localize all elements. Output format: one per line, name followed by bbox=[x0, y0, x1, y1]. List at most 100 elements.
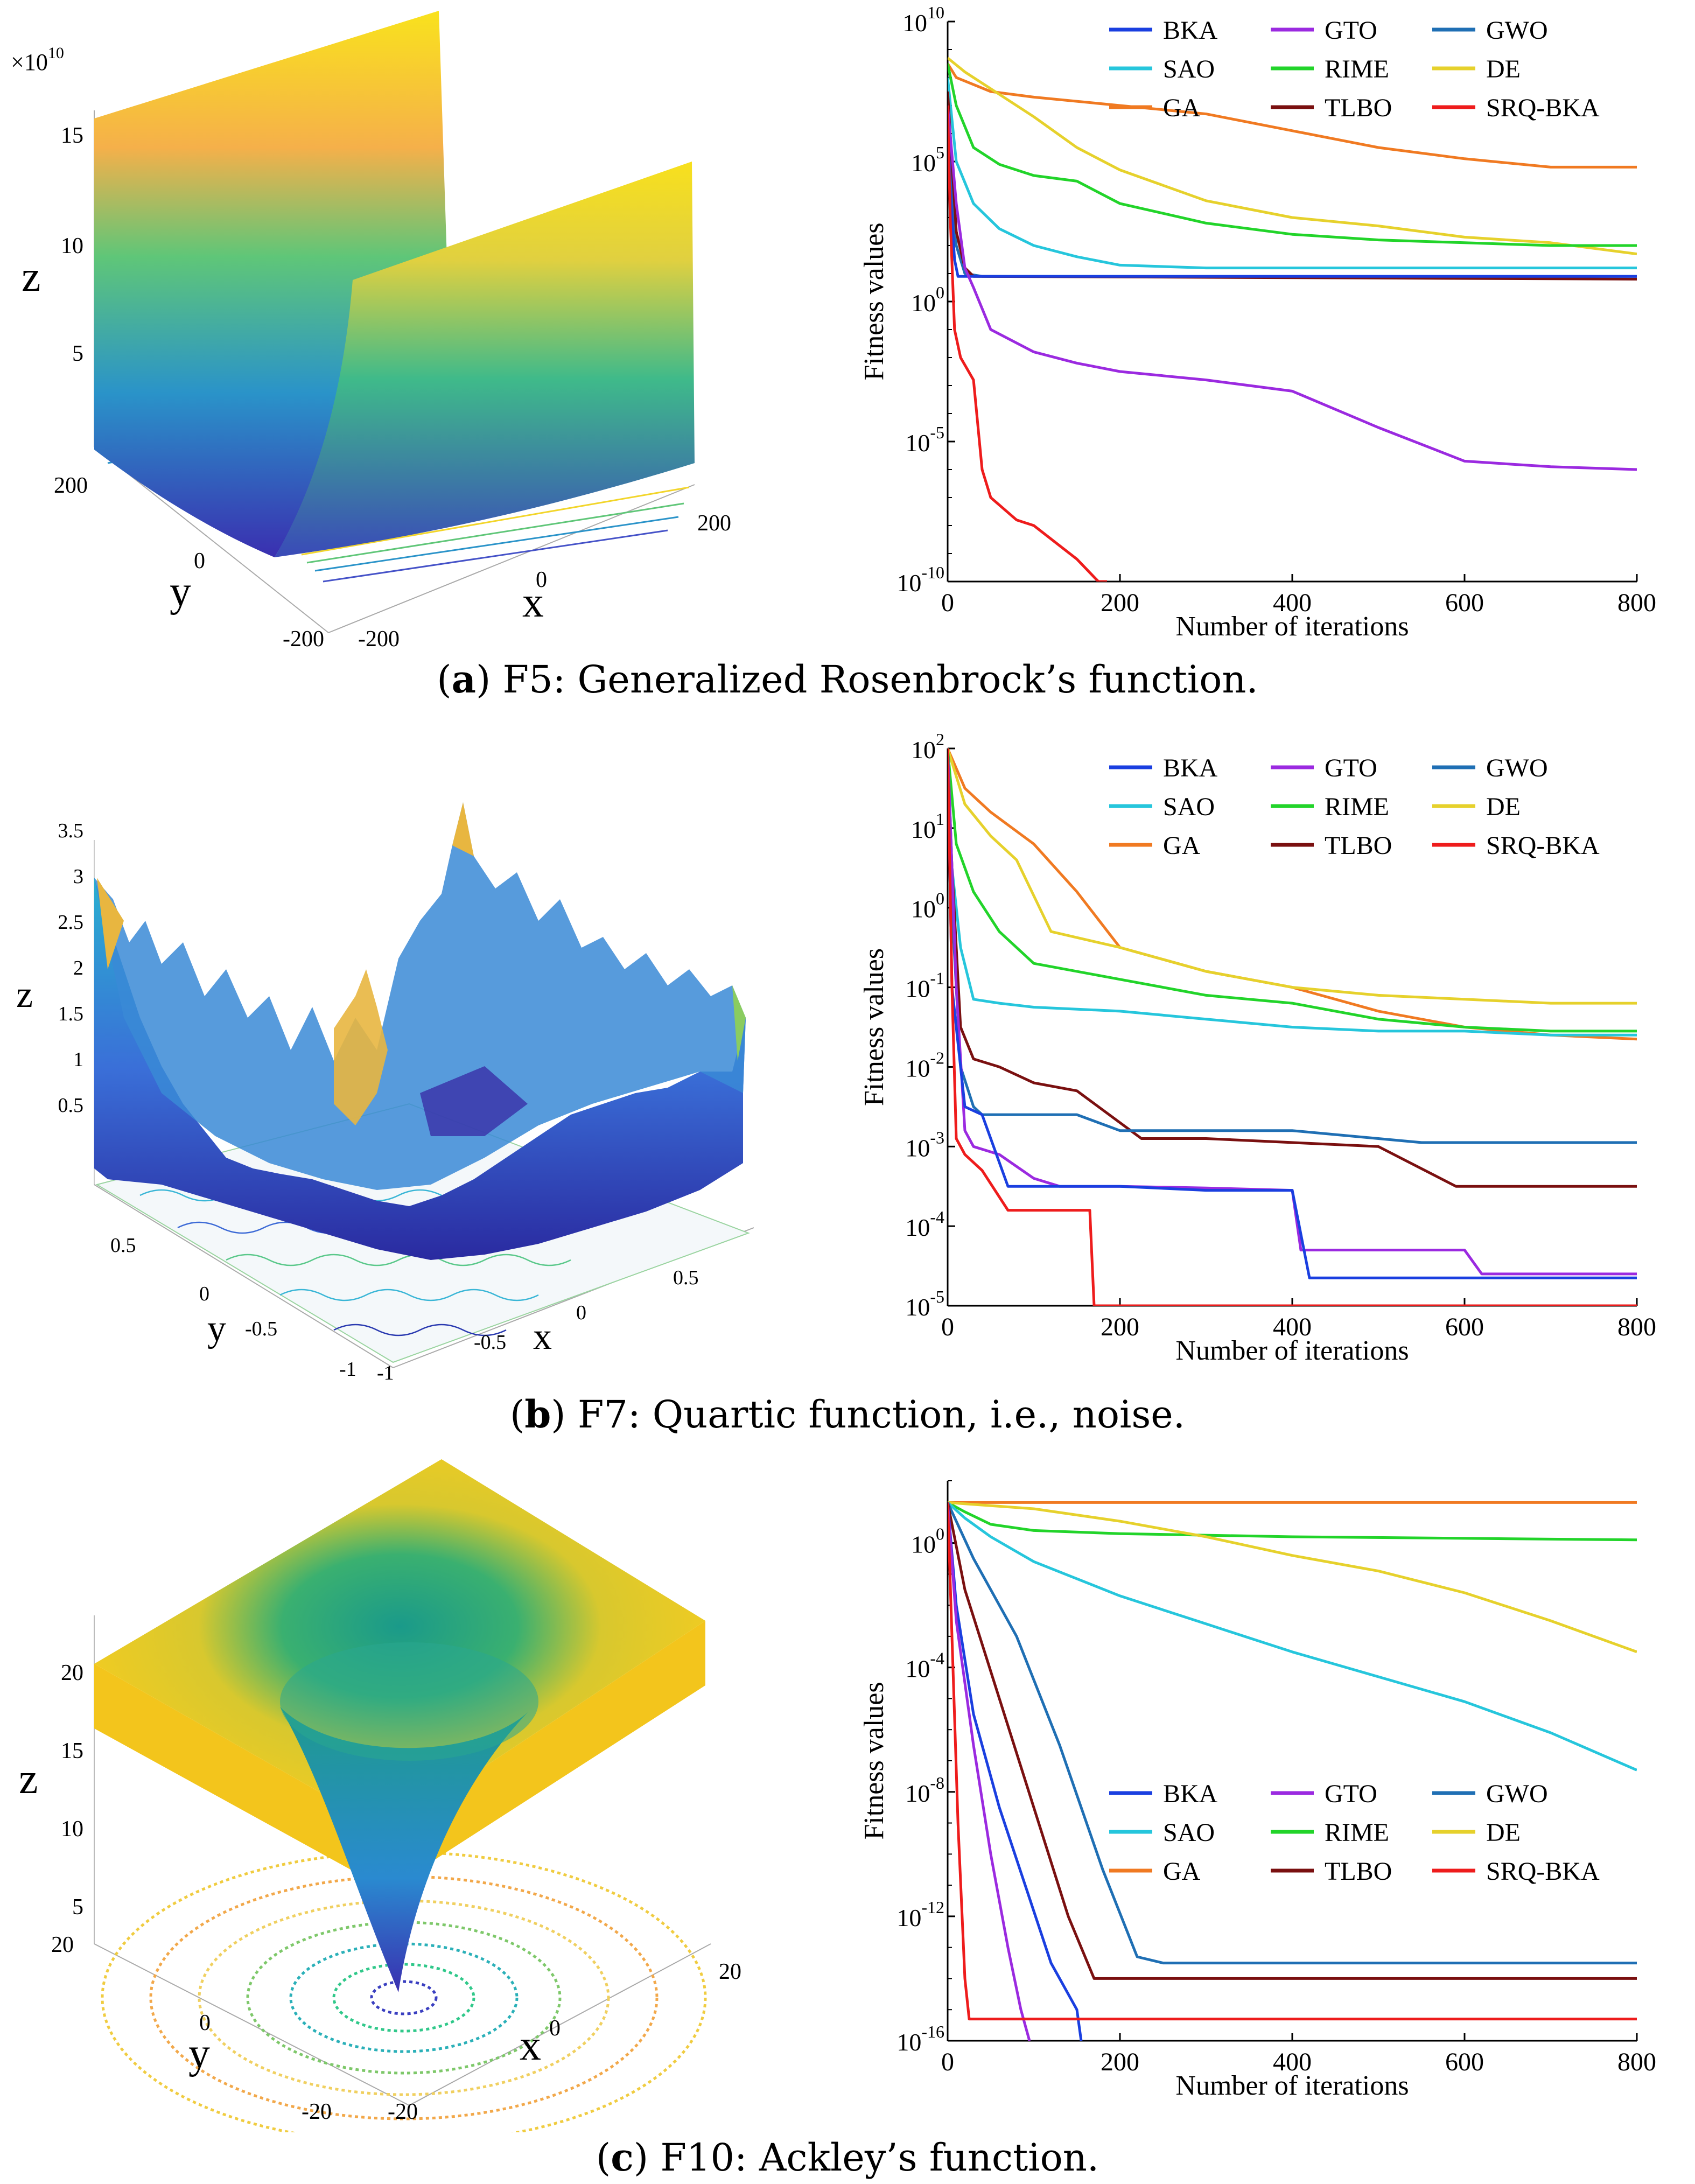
legend-label: BKA bbox=[1163, 1780, 1218, 1808]
x-tick: -0.5 bbox=[474, 1331, 506, 1354]
caption-text: F7: Quartic function, i.e., noise. bbox=[577, 1392, 1185, 1437]
y-axis-label: y bbox=[207, 1308, 226, 1349]
z-tick: 2 bbox=[73, 957, 83, 979]
y-axis-title: Fitness values bbox=[859, 1682, 889, 1839]
panel-b: 3.5 3 2.5 2 1.5 1 0.5 z 0.5 0 -0.5 -1 y … bbox=[0, 716, 1695, 1443]
surface-noisy-b bbox=[94, 878, 746, 1260]
legend-label: SRQ-BKA bbox=[1486, 831, 1600, 860]
z-tick: 1.5 bbox=[58, 1003, 84, 1025]
surface-plot-b: 3.5 3 2.5 2 1.5 1 0.5 z 0.5 0 -0.5 -1 y … bbox=[0, 716, 786, 1395]
caption-letter: b bbox=[524, 1392, 551, 1437]
x-tick-label: 0 bbox=[941, 2048, 954, 2076]
surface-left-wall bbox=[94, 11, 447, 557]
legend-label: GA bbox=[1163, 1857, 1201, 1886]
legend-label: TLBO bbox=[1325, 1857, 1392, 1886]
legend-label: DE bbox=[1486, 793, 1521, 821]
series-line-sao bbox=[948, 748, 1637, 1037]
chart-svg-c: 0 200 400 600 800 100 10-4 10-8 10-12 10-16 Number… bbox=[859, 1480, 1656, 2101]
z-tick: 0.5 bbox=[58, 1094, 84, 1117]
series-line-srq-bka bbox=[948, 105, 1107, 582]
x-tick-label: 800 bbox=[1617, 1313, 1656, 1341]
y-tick: -0.5 bbox=[245, 1318, 277, 1340]
y-tick-label: 105 bbox=[911, 143, 944, 177]
x-tick: 0 bbox=[576, 1301, 586, 1324]
x-tick: 0 bbox=[549, 2016, 561, 2041]
z-tick: 15 bbox=[61, 1739, 83, 1763]
legend-label: SAO bbox=[1163, 55, 1215, 83]
series-line-gwo bbox=[948, 1502, 1637, 1965]
y-tick: 0 bbox=[199, 1283, 209, 1305]
series-line-ga bbox=[948, 748, 1637, 1041]
y-tick-label: 10-5 bbox=[905, 1287, 944, 1321]
series-line-ga bbox=[948, 62, 1637, 169]
x-tick-label: 800 bbox=[1617, 589, 1656, 617]
x-tick-label: 400 bbox=[1273, 2048, 1312, 2076]
convergence-chart-b: 0 200 400 600 800 102 101 100 10-1 10-2 10-3 10-4 10… bbox=[840, 716, 1695, 1395]
surface-svg-b: 3.5 3 2.5 2 1.5 1 0.5 z 0.5 0 -0.5 -1 y … bbox=[16, 802, 754, 1384]
y-tick: -200 bbox=[283, 627, 324, 652]
legend-label: SRQ-BKA bbox=[1486, 1857, 1600, 1886]
x-axis-label: x bbox=[522, 579, 544, 626]
legend-label: RIME bbox=[1325, 793, 1389, 821]
z-tick: 10 bbox=[61, 234, 83, 258]
y-tick-label: 10-2 bbox=[905, 1048, 944, 1082]
surface-plot-a: ×1010 15 10 5 z 200 0 -200 y 200 0 -200 … bbox=[0, 0, 786, 668]
y-tick: 0.5 bbox=[110, 1234, 136, 1257]
caption-text: F10: Ackley’s function. bbox=[660, 2136, 1099, 2180]
z-tick: 10 bbox=[61, 1817, 83, 1842]
caption-c: (c) F10: Ackley’s function. bbox=[596, 2135, 1099, 2180]
series-line-bka bbox=[948, 748, 1637, 1279]
series-line-de bbox=[948, 1501, 1637, 1654]
z-tick: 2.5 bbox=[58, 911, 84, 934]
y-tick-label: 100 bbox=[911, 1524, 944, 1558]
x-tick-label: 600 bbox=[1445, 1313, 1484, 1341]
caption-letter: c bbox=[611, 2135, 634, 2180]
x-tick: -200 bbox=[358, 627, 400, 652]
y-tick: 0 bbox=[194, 549, 205, 573]
y-tick-label: 1010 bbox=[902, 3, 944, 37]
surface-svg-c: 20 15 10 5 z 20 0 -20 y 20 0 -20 x bbox=[19, 1459, 741, 2145]
series-line-rime bbox=[948, 1501, 1637, 1542]
legend-label: SRQ-BKA bbox=[1486, 94, 1600, 122]
series-group bbox=[948, 1501, 1637, 2041]
surface-plot-c: 20 15 10 5 z 20 0 -20 y 20 0 -20 x bbox=[0, 1459, 786, 2145]
y-tick-label: 100 bbox=[911, 889, 944, 923]
z-tick: 3 bbox=[73, 865, 83, 888]
caption-text: F5: Generalized Rosenbrock’s function. bbox=[502, 657, 1258, 702]
y-axis-label: y bbox=[188, 2030, 210, 2077]
y-tick-label: 10-8 bbox=[905, 1773, 944, 1807]
y-tick: -1 bbox=[339, 1358, 356, 1381]
series-line-rime bbox=[948, 748, 1637, 1033]
x-axis-label: x bbox=[520, 2022, 541, 2069]
series-line-bka bbox=[948, 1502, 1083, 2041]
legend-label: DE bbox=[1486, 1818, 1521, 1847]
legend-label: GA bbox=[1163, 831, 1201, 860]
y-tick: 0 bbox=[199, 2011, 211, 2035]
x-tick-label: 200 bbox=[1101, 1313, 1139, 1341]
y-tick-label: 10-4 bbox=[905, 1207, 944, 1241]
x-tick: -20 bbox=[388, 2099, 418, 2124]
x-tick: -1 bbox=[377, 1362, 394, 1384]
series-line-srq-bka bbox=[948, 1502, 1637, 2021]
series-group bbox=[948, 57, 1637, 582]
convergence-chart-c: 0 200 400 600 800 100 10-4 10-8 10-12 10-16 Number… bbox=[840, 1459, 1695, 2132]
legend-label: RIME bbox=[1325, 55, 1389, 83]
surface-funnel-c bbox=[280, 1707, 528, 1992]
series-line-gto bbox=[948, 1502, 1031, 2041]
series-line-gto bbox=[948, 105, 1637, 471]
legend-label: RIME bbox=[1325, 1818, 1389, 1847]
legend-label: GA bbox=[1163, 94, 1201, 122]
x-axis-line bbox=[328, 484, 695, 633]
legend-label: TLBO bbox=[1325, 831, 1392, 860]
series-line-sao bbox=[948, 1501, 1637, 1772]
y-axis-title: Fitness values bbox=[859, 222, 889, 380]
z-tick: 15 bbox=[61, 123, 83, 148]
x-tick-label: 400 bbox=[1273, 589, 1312, 617]
series-line-de bbox=[948, 57, 1637, 256]
x-tick: 0.5 bbox=[673, 1266, 699, 1289]
x-tick-label: 200 bbox=[1101, 589, 1139, 617]
y-tick-label: 102 bbox=[911, 730, 944, 764]
y-tick-label: 10-1 bbox=[905, 969, 944, 1003]
y-tick-label: 100 bbox=[911, 283, 944, 317]
caption-a: (a) F5: Generalized Rosenbrock’s functio… bbox=[437, 657, 1258, 702]
